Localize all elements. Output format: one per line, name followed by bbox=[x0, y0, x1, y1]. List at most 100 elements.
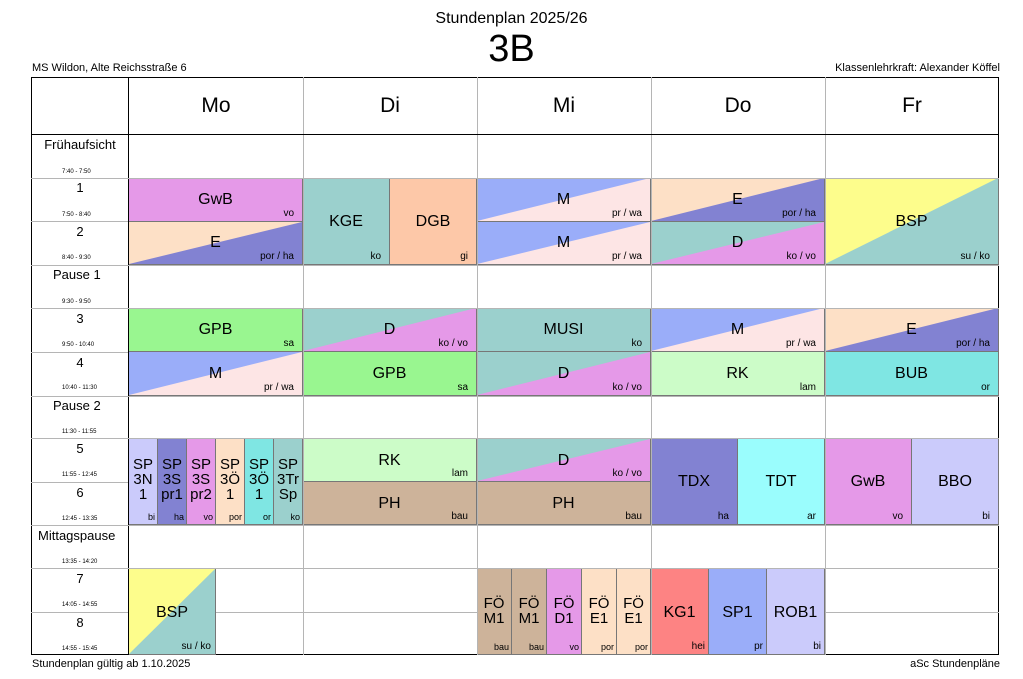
lesson-di-4[interactable]: GPB sa bbox=[303, 352, 477, 396]
lesson-teacher: sa bbox=[283, 338, 294, 349]
timetable-title: Stundenplan 2025/26 bbox=[435, 10, 588, 27]
row-time: 9:30 - 9:50 bbox=[62, 299, 91, 305]
lesson-subject: RK bbox=[378, 452, 401, 469]
lesson-mi-78-5[interactable]: FÖ E1 por bbox=[617, 569, 651, 655]
lesson-mo-3[interactable]: GPB sa bbox=[129, 308, 303, 352]
lesson-subject: M bbox=[730, 321, 745, 338]
lesson-di-5[interactable]: RK lam bbox=[303, 439, 477, 482]
lesson-subject: M bbox=[556, 234, 571, 251]
lesson-di-3[interactable]: D ko / vo bbox=[303, 308, 477, 352]
lesson-subject: BSP bbox=[895, 213, 928, 230]
lesson-teacher: por bbox=[634, 642, 648, 652]
lesson-mo-56-6[interactable]: SP 3Tr Sp ko bbox=[274, 439, 303, 525]
lesson-subject: E bbox=[732, 191, 743, 208]
lesson-fr-4[interactable]: BUB or bbox=[825, 352, 999, 396]
lesson-di-6[interactable]: PH bau bbox=[303, 482, 477, 525]
lesson-do-78-1[interactable]: KG1 hei bbox=[651, 569, 709, 655]
lesson-teacher: su / ko bbox=[181, 641, 211, 652]
lesson-subject: GwB bbox=[850, 473, 886, 490]
row-label-7: 7 bbox=[76, 571, 84, 586]
lesson-mo-56-2[interactable]: SP 3S pr1 ha bbox=[158, 439, 187, 525]
day-header-di: Di bbox=[380, 94, 400, 117]
lesson-subject: TDX bbox=[678, 473, 710, 490]
lesson-mo-78[interactable]: BSP su / ko bbox=[129, 569, 216, 655]
lesson-teacher: ko bbox=[370, 251, 381, 262]
lesson-subject: FÖ E1 bbox=[588, 595, 610, 627]
lesson-mo-4[interactable]: M pr / wa bbox=[129, 352, 303, 396]
day-header-fr: Fr bbox=[902, 94, 922, 117]
class-name: 3B bbox=[488, 28, 535, 70]
lesson-do-1[interactable]: E por / ha bbox=[651, 178, 825, 222]
lesson-do-3[interactable]: M pr / wa bbox=[651, 308, 825, 352]
day-header-do: Do bbox=[724, 94, 752, 117]
lesson-subject: PH bbox=[552, 495, 575, 512]
lesson-mi-78-1[interactable]: FÖ M1 bau bbox=[477, 569, 512, 655]
row-time: 7:40 - 7:50 bbox=[62, 169, 91, 175]
lesson-subject: GPB bbox=[198, 321, 233, 338]
lesson-teacher: ha bbox=[717, 511, 729, 522]
lesson-subject: D bbox=[557, 365, 570, 382]
lesson-mi-3[interactable]: MUSI ko bbox=[477, 308, 651, 352]
row-time: 14:55 - 15:45 bbox=[62, 646, 98, 652]
row-label-fruehaufsicht: Frühaufsicht bbox=[44, 137, 116, 152]
lesson-do-78-2[interactable]: SP1 pr bbox=[709, 569, 767, 655]
row-label-mittagspause: Mittagspause bbox=[38, 528, 116, 543]
lesson-teacher: bi bbox=[982, 511, 990, 522]
lesson-do-56a[interactable]: TDX ha bbox=[651, 439, 738, 525]
row-label-2: 2 bbox=[76, 224, 84, 239]
lesson-teacher: vo bbox=[892, 511, 903, 522]
lesson-teacher: pr bbox=[754, 641, 763, 652]
lesson-teacher: vo bbox=[203, 512, 213, 522]
lesson-mi-1[interactable]: M pr / wa bbox=[477, 178, 651, 222]
lesson-mo-56-5[interactable]: SP 3Ö 1 or bbox=[245, 439, 274, 525]
lesson-di-12b[interactable]: DGB gi bbox=[390, 178, 477, 265]
row-time: 11:30 - 11:55 bbox=[62, 429, 97, 435]
lesson-mo-56-1[interactable]: SP 3N 1 bi bbox=[129, 439, 158, 525]
lesson-fr-12[interactable]: BSP su / ko bbox=[825, 178, 999, 265]
lesson-fr-3[interactable]: E por / ha bbox=[825, 308, 999, 352]
lesson-teacher: gi bbox=[460, 251, 468, 262]
lesson-teacher: bau bbox=[625, 511, 642, 522]
generator-note: aSc Stundenpläne bbox=[910, 658, 1000, 670]
lesson-fr-56b[interactable]: BBO bi bbox=[912, 439, 999, 525]
lesson-teacher: bi bbox=[813, 641, 821, 652]
lesson-mi-4[interactable]: D ko / vo bbox=[477, 352, 651, 396]
lesson-teacher: sa bbox=[457, 382, 468, 393]
validity-note: Stundenplan gültig ab 1.10.2025 bbox=[32, 658, 191, 670]
lesson-mi-78-3[interactable]: FÖ D1 vo bbox=[547, 569, 582, 655]
lesson-teacher: lam bbox=[799, 382, 816, 393]
lesson-mo-2[interactable]: E por / ha bbox=[129, 222, 303, 265]
lesson-teacher: ko / vo bbox=[612, 382, 642, 393]
lesson-teacher: pr / wa bbox=[611, 208, 642, 219]
lesson-do-2[interactable]: D ko / vo bbox=[651, 222, 825, 265]
lesson-mo-56-3[interactable]: SP 3S pr2 vo bbox=[187, 439, 216, 525]
lesson-mi-2[interactable]: M pr / wa bbox=[477, 222, 651, 265]
lesson-subject: GwB bbox=[198, 191, 233, 208]
lesson-teacher: ko bbox=[290, 512, 300, 522]
row-time: 8:40 - 9:30 bbox=[62, 255, 91, 261]
lesson-subject: E bbox=[210, 234, 221, 251]
lesson-mi-78-2[interactable]: FÖ M1 bau bbox=[512, 569, 547, 655]
row-label-8: 8 bbox=[76, 615, 84, 630]
lesson-di-12a[interactable]: KGE ko bbox=[303, 178, 390, 265]
lesson-mi-5[interactable]: D ko / vo bbox=[477, 439, 651, 482]
lesson-do-4[interactable]: RK lam bbox=[651, 352, 825, 396]
lesson-mo-1[interactable]: GwB vo bbox=[129, 178, 303, 222]
lesson-subject: BUB bbox=[895, 365, 928, 382]
lesson-mi-78-4[interactable]: FÖ E1 por bbox=[582, 569, 617, 655]
lesson-do-56b[interactable]: TDT ar bbox=[738, 439, 825, 525]
lesson-teacher: ko bbox=[631, 338, 642, 349]
lesson-fr-56a[interactable]: GwB vo bbox=[825, 439, 912, 525]
lesson-mi-6[interactable]: PH bau bbox=[477, 482, 651, 525]
lesson-subject: SP 3N 1 bbox=[132, 456, 153, 503]
lesson-subject: M bbox=[556, 191, 571, 208]
row-time: 13:35 - 14:20 bbox=[62, 559, 98, 565]
lesson-subject: KGE bbox=[329, 213, 363, 230]
lesson-teacher: ko / vo bbox=[612, 468, 642, 479]
lesson-mo-56-4[interactable]: SP 3Ö 1 por bbox=[216, 439, 245, 525]
lesson-subject: KG1 bbox=[663, 604, 696, 621]
lesson-teacher: su / ko bbox=[960, 251, 990, 262]
lesson-subject: D bbox=[731, 234, 744, 251]
lesson-do-78-3[interactable]: ROB1 bi bbox=[767, 569, 825, 655]
row-label-pause-1: Pause 1 bbox=[53, 267, 101, 282]
